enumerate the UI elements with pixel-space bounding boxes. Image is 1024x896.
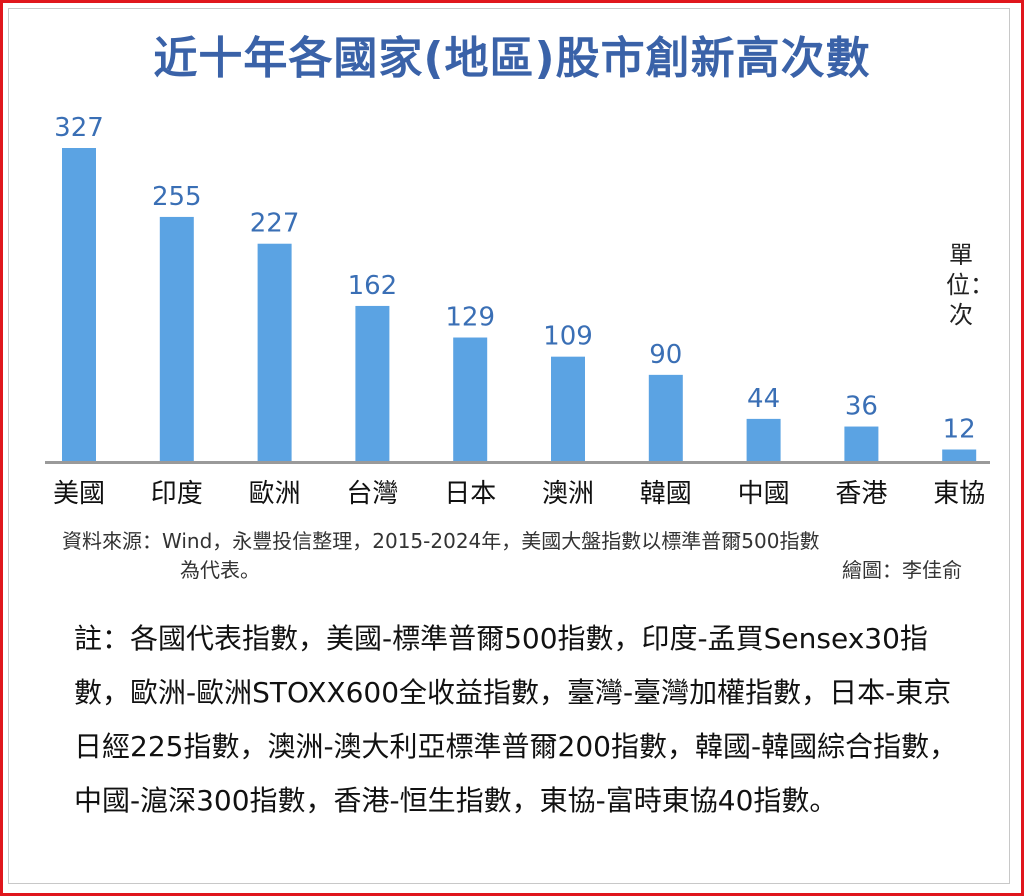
data-label-0: 327: [54, 113, 104, 143]
data-label-2: 227: [250, 209, 300, 239]
data-label-7: 44: [747, 384, 780, 414]
category-label-5: 澳洲: [542, 479, 594, 509]
bar-4: [453, 337, 488, 461]
data-label-5: 109: [543, 322, 593, 352]
category-label-1: 印度: [151, 479, 203, 509]
data-label-8: 36: [845, 392, 878, 422]
category-label-8: 香港: [835, 479, 887, 509]
category-label-6: 韓國: [640, 479, 692, 509]
bar-7: [746, 418, 781, 461]
category-label-3: 台灣: [346, 479, 398, 509]
data-label-4: 129: [445, 303, 495, 333]
bar-9: [942, 449, 977, 461]
data-label-3: 162: [348, 271, 398, 301]
bar-0: [62, 148, 96, 461]
bar-2: [257, 243, 292, 461]
inner-frame: [8, 8, 1010, 884]
source-note-cont: 為代表。: [180, 558, 260, 582]
category-label-4: 日本: [444, 479, 496, 509]
data-label-9: 12: [943, 415, 976, 445]
source-note: 資料來源：Wind，永豐投信整理，2015-2024年，美國大盤指數以標準普爾5…: [62, 529, 820, 553]
unit-label: 單位：次: [946, 241, 994, 329]
bar-8: [844, 426, 879, 461]
chart-title: 近十年各國家(地區)股市創新高次數: [153, 33, 871, 84]
bar-5: [551, 356, 585, 461]
bar-chart: 327 美國 255 印度 227 歐洲 162 台灣 129 日本 109 澳洲 90 韓國 44 中國 36…: [45, 113, 990, 509]
category-label-0: 美國: [53, 479, 105, 509]
bar-1: [159, 216, 194, 461]
bar-6: [648, 374, 683, 461]
category-label-9: 東協: [933, 479, 985, 509]
credit: 繪圖：李佳俞: [842, 558, 962, 582]
data-label-1: 255: [152, 182, 202, 212]
category-label-7: 中國: [738, 479, 790, 509]
bar-3: [355, 305, 390, 461]
category-label-2: 歐洲: [249, 479, 301, 509]
data-label-6: 90: [649, 340, 682, 370]
footnote: 註：各國代表指數，美國-標準普爾500指數，印度-孟買Sensex30指數，歐洲…: [74, 622, 958, 817]
